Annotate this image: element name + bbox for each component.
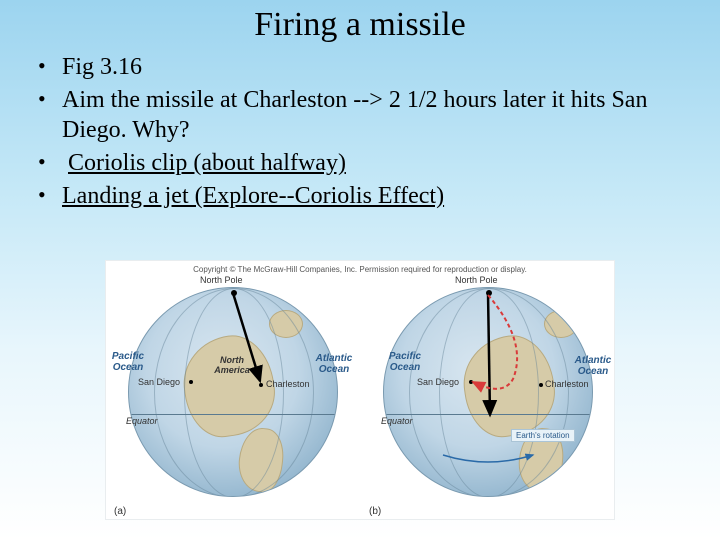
equator-label: Equator — [381, 416, 413, 426]
north-pole-dot — [231, 290, 237, 296]
panel-b: North Pole Pacific Ocean Atlantic Ocean … — [361, 281, 616, 521]
globe-b — [383, 287, 593, 497]
san-diego-dot — [189, 380, 193, 384]
atlantic-label: Atlantic Ocean — [571, 355, 615, 377]
figure-container: Copyright © The McGraw-Hill Companies, I… — [105, 260, 615, 520]
charleston-dot — [539, 383, 543, 387]
panel-a: North Pole Pacific Ocean Atlantic Ocean … — [106, 281, 361, 521]
pacific-label: Pacific Ocean — [385, 351, 425, 373]
bullet-item: Landing a jet (Explore--Coriolis Effect) — [38, 181, 690, 212]
charleston-dot — [259, 383, 263, 387]
north-pole-label: North Pole — [200, 275, 243, 285]
north-pole-dot — [486, 290, 492, 296]
panel-a-letter: (a) — [114, 506, 126, 517]
coriolis-clip-link[interactable]: Coriolis clip (about halfway) — [68, 150, 346, 176]
globes-container: North Pole Pacific Ocean Atlantic Ocean … — [106, 281, 614, 519]
charleston-label: Charleston — [266, 379, 310, 389]
bullet-item: Fig 3.16 — [38, 52, 690, 83]
copyright-text: Copyright © The McGraw-Hill Companies, I… — [106, 265, 614, 274]
slide-title: Firing a missile — [0, 0, 720, 52]
atlantic-label: Atlantic Ocean — [312, 353, 356, 375]
north-pole-label: North Pole — [455, 275, 498, 285]
earths-rotation-badge: Earth's rotation — [511, 429, 575, 442]
san-diego-label: San Diego — [417, 377, 459, 387]
panel-b-letter: (b) — [369, 506, 381, 517]
san-diego-label: San Diego — [138, 377, 180, 387]
north-america-label: North America — [208, 355, 256, 375]
bullet-item: Aim the missile at Charleston --> 2 1/2 … — [38, 85, 690, 146]
charleston-label: Charleston — [545, 379, 589, 389]
san-diego-dot — [469, 380, 473, 384]
equator-label: Equator — [126, 416, 158, 426]
bullet-item: Coriolis clip (about halfway) — [38, 148, 690, 179]
bullet-list: Fig 3.16 Aim the missile at Charleston -… — [0, 52, 720, 212]
equator-line — [129, 288, 338, 497]
pacific-label: Pacific Ocean — [108, 351, 148, 373]
landing-jet-link[interactable]: Landing a jet (Explore--Coriolis Effect) — [62, 183, 444, 209]
globe-a — [128, 287, 338, 497]
equator-line — [384, 288, 593, 497]
